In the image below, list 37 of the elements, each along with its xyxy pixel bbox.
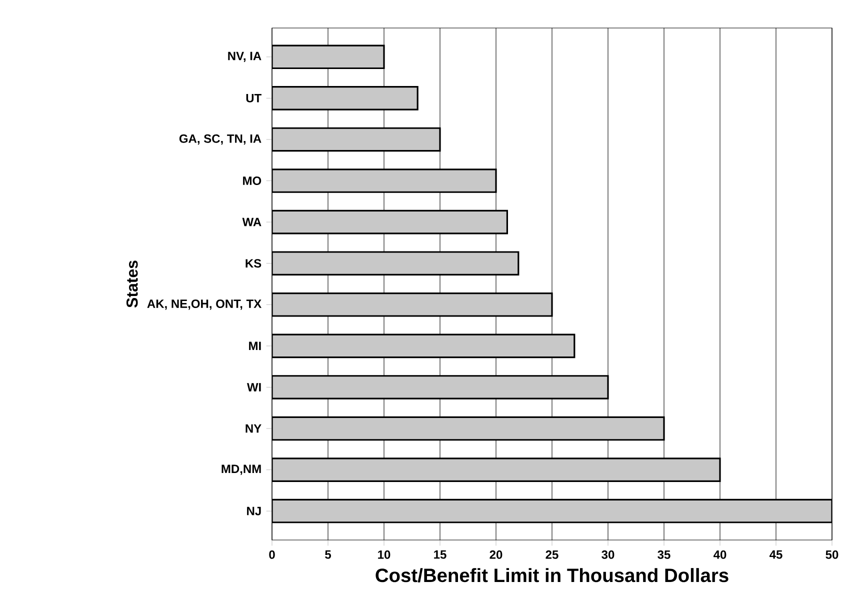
y-tick-label: UT	[246, 94, 262, 102]
bar	[272, 292, 553, 317]
x-tick-label: 10	[378, 550, 390, 559]
y-tick-label: MO	[243, 176, 262, 186]
y-axis-title: States	[126, 260, 138, 308]
x-tick-label: 35	[658, 550, 670, 559]
bar	[272, 375, 609, 400]
x-tick-label: 20	[490, 550, 502, 559]
y-tick-label: AK, NE,OH, ONT, TX	[147, 300, 262, 310]
y-tick-label: MD,NM	[222, 464, 261, 475]
bar	[272, 416, 665, 441]
y-tick-label: KS	[246, 259, 262, 268]
bar	[272, 44, 385, 70]
x-axis-title: Cost/Benefit Limit in Thousand Dollars	[376, 568, 728, 582]
x-tick-label: 45	[770, 550, 782, 559]
bar	[272, 168, 497, 193]
bar	[272, 127, 441, 152]
x-tick-label: 25	[546, 550, 558, 559]
x-tick-label: 30	[602, 550, 614, 559]
x-tick-label: 15	[434, 550, 446, 559]
y-tick-label: NV, IA	[228, 52, 262, 62]
x-tick-label: 50	[826, 550, 838, 559]
bar	[272, 210, 508, 234]
bar	[272, 458, 721, 482]
y-tick-label: GA, SC, TN, IA	[179, 134, 262, 145]
y-tick-label: NJ	[247, 506, 261, 516]
x-tick-label: 5	[325, 550, 332, 559]
y-tick-label: WI	[246, 383, 261, 392]
x-tick-label: 40	[714, 550, 726, 559]
bar	[272, 498, 832, 524]
bar	[272, 251, 520, 276]
x-tick-label: 0	[269, 550, 275, 559]
y-tick-label: WA	[242, 218, 262, 226]
bar	[272, 334, 576, 358]
y-tick-label: NY	[246, 424, 262, 433]
y-tick-label: MI	[249, 342, 261, 350]
bar	[272, 86, 418, 110]
